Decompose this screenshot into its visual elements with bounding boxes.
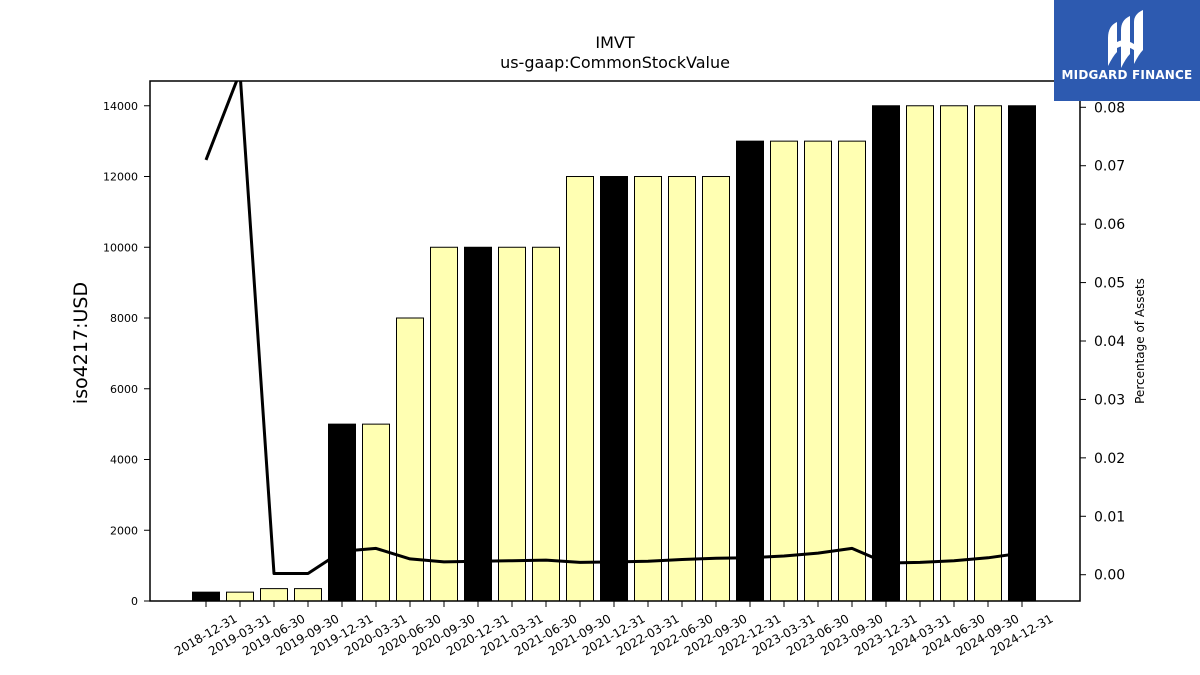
y-tick-label: 14000 xyxy=(103,100,138,113)
chart-title: IMVT xyxy=(595,33,634,52)
y-tick-label: 0 xyxy=(131,595,138,608)
bar-2019-03-31 xyxy=(226,591,254,602)
brand-logo: MIDGARD FINANCE xyxy=(1054,0,1200,101)
y2-tick-label: 0.00 xyxy=(1094,568,1125,584)
bar-2021-03-31 xyxy=(498,246,526,602)
y-tick-label: 2000 xyxy=(110,524,138,537)
bar-2024-03-31 xyxy=(906,105,934,602)
bar-2023-12-31 xyxy=(872,105,900,602)
bar-2020-03-31 xyxy=(362,423,390,602)
bar-2021-06-30 xyxy=(532,246,560,602)
bar-2023-09-30 xyxy=(838,140,866,602)
y-tick-label: 6000 xyxy=(110,383,138,396)
y2-tick-label: 0.08 xyxy=(1094,100,1125,116)
bar-2024-09-30 xyxy=(974,105,1002,602)
y2-tick-label: 0.01 xyxy=(1094,509,1125,525)
bar-2022-03-31 xyxy=(634,176,662,602)
y2-tick-label: 0.02 xyxy=(1094,451,1125,467)
bar-2022-06-30 xyxy=(668,176,696,602)
bar-2019-09-30 xyxy=(294,588,322,602)
y2-tick-label: 0.04 xyxy=(1094,334,1125,350)
bars-group xyxy=(192,105,1036,602)
y2-tick-label: 0.03 xyxy=(1094,392,1125,408)
percentage-line xyxy=(204,81,1023,575)
y-tick-label: 12000 xyxy=(103,171,138,184)
y2-tick-label: 0.06 xyxy=(1094,217,1125,233)
bar-2021-09-30 xyxy=(566,176,594,602)
logo-mark-icon xyxy=(1108,10,1143,68)
y-axis-label: iso4217:USD xyxy=(70,282,92,404)
bar-2020-06-30 xyxy=(396,317,424,602)
bar-2018-12-31 xyxy=(192,591,220,602)
y-tick-label: 4000 xyxy=(110,454,138,467)
bar-2024-12-31 xyxy=(1008,105,1036,602)
bar-2022-09-30 xyxy=(702,176,730,602)
y-tick-label: 10000 xyxy=(103,241,138,254)
bar-2019-12-31 xyxy=(328,423,356,602)
bar-2022-12-31 xyxy=(736,140,764,602)
bar-2020-09-30 xyxy=(430,246,458,602)
bar-2023-06-30 xyxy=(804,140,832,602)
y2-axis-label: Percentage of Assets xyxy=(1133,278,1147,404)
bar-2023-03-31 xyxy=(770,140,798,602)
bar-2020-12-31 xyxy=(464,246,492,602)
bar-2019-06-30 xyxy=(260,588,288,602)
bar-2021-12-31 xyxy=(600,176,628,602)
y-tick-label: 8000 xyxy=(110,312,138,325)
line-group xyxy=(204,81,1023,575)
bar-2024-06-30 xyxy=(940,105,968,602)
logo-text: MIDGARD FINANCE xyxy=(1061,68,1193,82)
chart-subtitle: us-gaap:CommonStockValue xyxy=(500,53,730,72)
y2-tick-label: 0.05 xyxy=(1094,276,1125,292)
y2-tick-label: 0.07 xyxy=(1094,159,1125,175)
